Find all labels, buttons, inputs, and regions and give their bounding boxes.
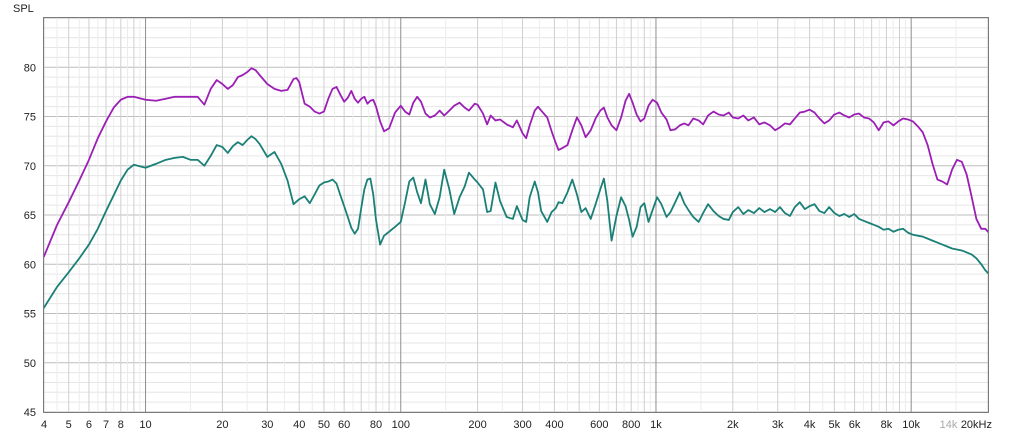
x-tick-label: 1k [650, 419, 662, 431]
y-tick-label: 55 [24, 309, 36, 321]
x-tick-label: 10k [902, 419, 920, 431]
x-tick-label: 800 [622, 419, 640, 431]
x-tick-label: 600 [590, 419, 608, 431]
x-tick-label: 5 [66, 419, 72, 431]
x-tick-label: 8 [118, 419, 124, 431]
series-line-2 [43, 135, 989, 309]
series-line-1 [43, 67, 989, 258]
x-tick-label: 20 [216, 419, 228, 431]
x-tick-label: 100 [392, 419, 410, 431]
y-axis-label: SPL [13, 3, 34, 15]
x-tick-label: 50 [318, 419, 330, 431]
x-tick-label: 6 [86, 419, 92, 431]
x-tick-label: 300 [513, 419, 531, 431]
y-tick-label: 65 [24, 210, 36, 222]
y-tick-label: 60 [24, 259, 36, 271]
x-tick-label: 7 [103, 419, 109, 431]
x-tick-label: 5k [829, 419, 841, 431]
x-tick-label: 4 [41, 419, 47, 431]
x-tick-label: 3k [772, 419, 784, 431]
x-tick-label: 200 [468, 419, 486, 431]
y-tick-label: 80 [24, 62, 36, 74]
x-tick-label: 20kHz [961, 419, 992, 431]
plot-border [43, 17, 989, 413]
x-axis-ticks: 4 5 6 7 8 10 20 30 40 50 60 80 100 200 300 400 600 800 1k 2… [41, 419, 992, 431]
x-tick-label: 40 [293, 419, 305, 431]
x-tick-label: 80 [370, 419, 382, 431]
grid-lines [43, 17, 989, 413]
x-tick-label: 400 [545, 419, 563, 431]
y-axis-ticks: 45 50 55 60 65 70 75 80 [24, 62, 36, 419]
y-tick-label: 75 [24, 112, 36, 124]
x-tick-label: 2k [727, 419, 739, 431]
x-tick-label: 4k [804, 419, 816, 431]
series-lines [43, 67, 989, 309]
y-tick-label: 50 [24, 358, 36, 370]
y-tick-label: 70 [24, 161, 36, 173]
x-tick-label: 6k [849, 419, 861, 431]
x-tick-label: 60 [338, 419, 350, 431]
x-tick-label: 30 [261, 419, 273, 431]
x-tick-label: 8k [881, 419, 893, 431]
x-tick-label: 10 [139, 419, 151, 431]
y-tick-label: 45 [24, 407, 36, 419]
x-tick-label: 14k [940, 419, 958, 431]
